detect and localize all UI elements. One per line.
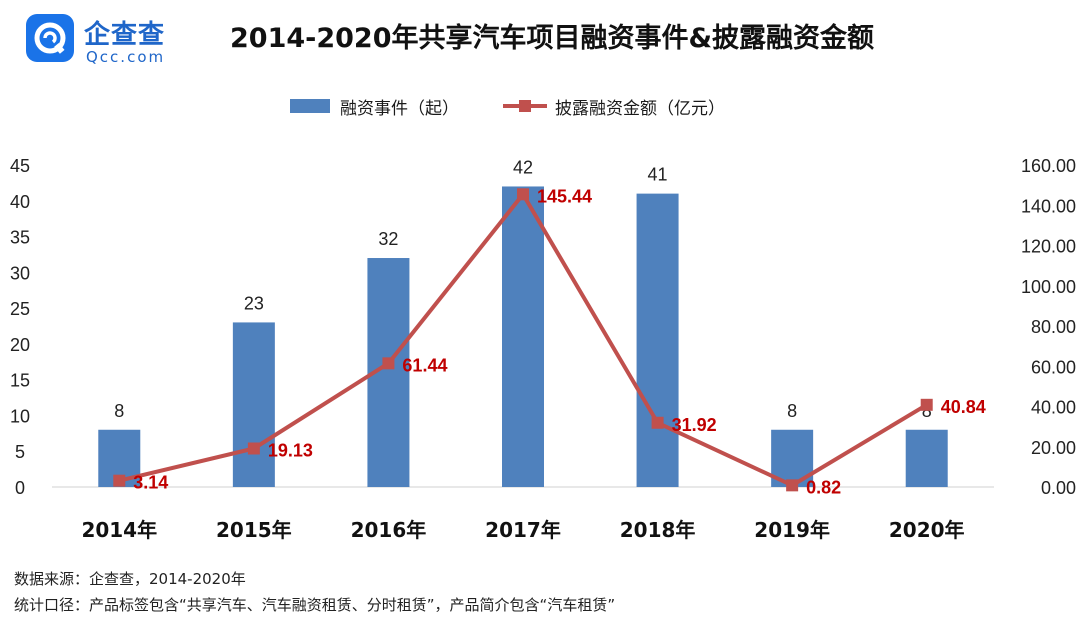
line-data-label: 0.82 [806,477,841,497]
footer-source: 数据来源：企查查，2014-2020年 [14,570,246,588]
line-data-label: 61.44 [402,355,447,375]
legend-bar-swatch [290,99,330,113]
bar-data-label: 8 [114,401,124,421]
y-right-tick-label: 140.00 [1021,196,1076,216]
x-category-label: 2016年 [351,518,427,542]
y-left-tick-label: 5 [15,442,25,462]
footer-scope: 统计口径：产品标签包含“共享汽车、汽车融资租赁、分时租赁”，产品简介包含“汽车租… [14,596,616,614]
line-data-label: 19.13 [268,441,313,461]
bar-data-label: 32 [378,229,398,249]
y-right-tick-label: 20.00 [1031,438,1076,458]
y-right-tick-label: 0.00 [1041,478,1076,498]
line-data-label: 145.44 [537,186,592,206]
bar [636,193,679,487]
x-category-label: 2020年 [889,518,965,542]
bar-data-label: 41 [648,165,668,185]
logo-name-en: Qcc.com [86,48,166,66]
line-data-label: 40.84 [941,397,986,417]
x-category-label: 2015年 [216,518,292,542]
qcc-logo: 企查查 Qcc.com [26,10,196,68]
legend-bar-label: 融资事件（起） [340,98,459,119]
y-left-tick-label: 25 [10,299,30,319]
y-left-tick-label: 40 [10,192,30,212]
x-category-label: 2019年 [754,518,830,542]
bar [502,186,544,487]
line-data-label: 31.92 [672,415,717,435]
line-point [113,474,126,487]
y-right-tick-label: 100.00 [1021,277,1076,297]
y-right-tick-label: 40.00 [1031,398,1076,418]
y-right-tick-label: 80.00 [1031,317,1076,337]
y-left-tick-label: 15 [10,371,30,391]
bar [905,429,948,487]
chart-legend: 融资事件（起） 披露融资金额（亿元） [290,92,769,120]
y-right-tick-label: 160.00 [1021,156,1076,176]
y-right-tick-label: 60.00 [1031,357,1076,377]
chart-title: 2014-2020年共享汽车项目融资事件&披露融资金额 [230,23,875,54]
line-data-label: 3.14 [133,473,168,493]
legend-line-label: 披露融资金额（亿元） [555,98,725,119]
logo-name-cn: 企查查 [84,20,166,50]
y-left-tick-label: 45 [10,156,30,176]
line-point [517,188,529,201]
legend-item-bar: 融资事件（起） [290,94,459,119]
legend-line-swatch [503,100,547,112]
y-left-tick-label: 10 [10,406,30,426]
y-left-tick-label: 30 [10,263,30,283]
x-category-label: 2018年 [620,518,696,542]
y-left-tick-label: 35 [10,228,30,248]
line-point [382,357,395,370]
bar-data-label: 8 [787,401,797,421]
line-point [786,479,799,492]
x-category-label: 2014年 [81,518,157,542]
x-category-label: 2017年 [485,518,561,542]
bar-data-label: 23 [244,293,264,313]
line-point [651,416,664,429]
y-left-tick-label: 20 [10,335,30,355]
line-point [920,398,933,411]
line-point [247,442,260,455]
qcc-q-logo-icon [26,14,74,62]
y-right-tick-label: 120.00 [1021,237,1076,257]
legend-item-line: 披露融资金额（亿元） [503,94,725,119]
bar-data-label: 42 [513,157,533,177]
bar [232,322,275,487]
y-left-tick-label: 0 [15,478,25,498]
